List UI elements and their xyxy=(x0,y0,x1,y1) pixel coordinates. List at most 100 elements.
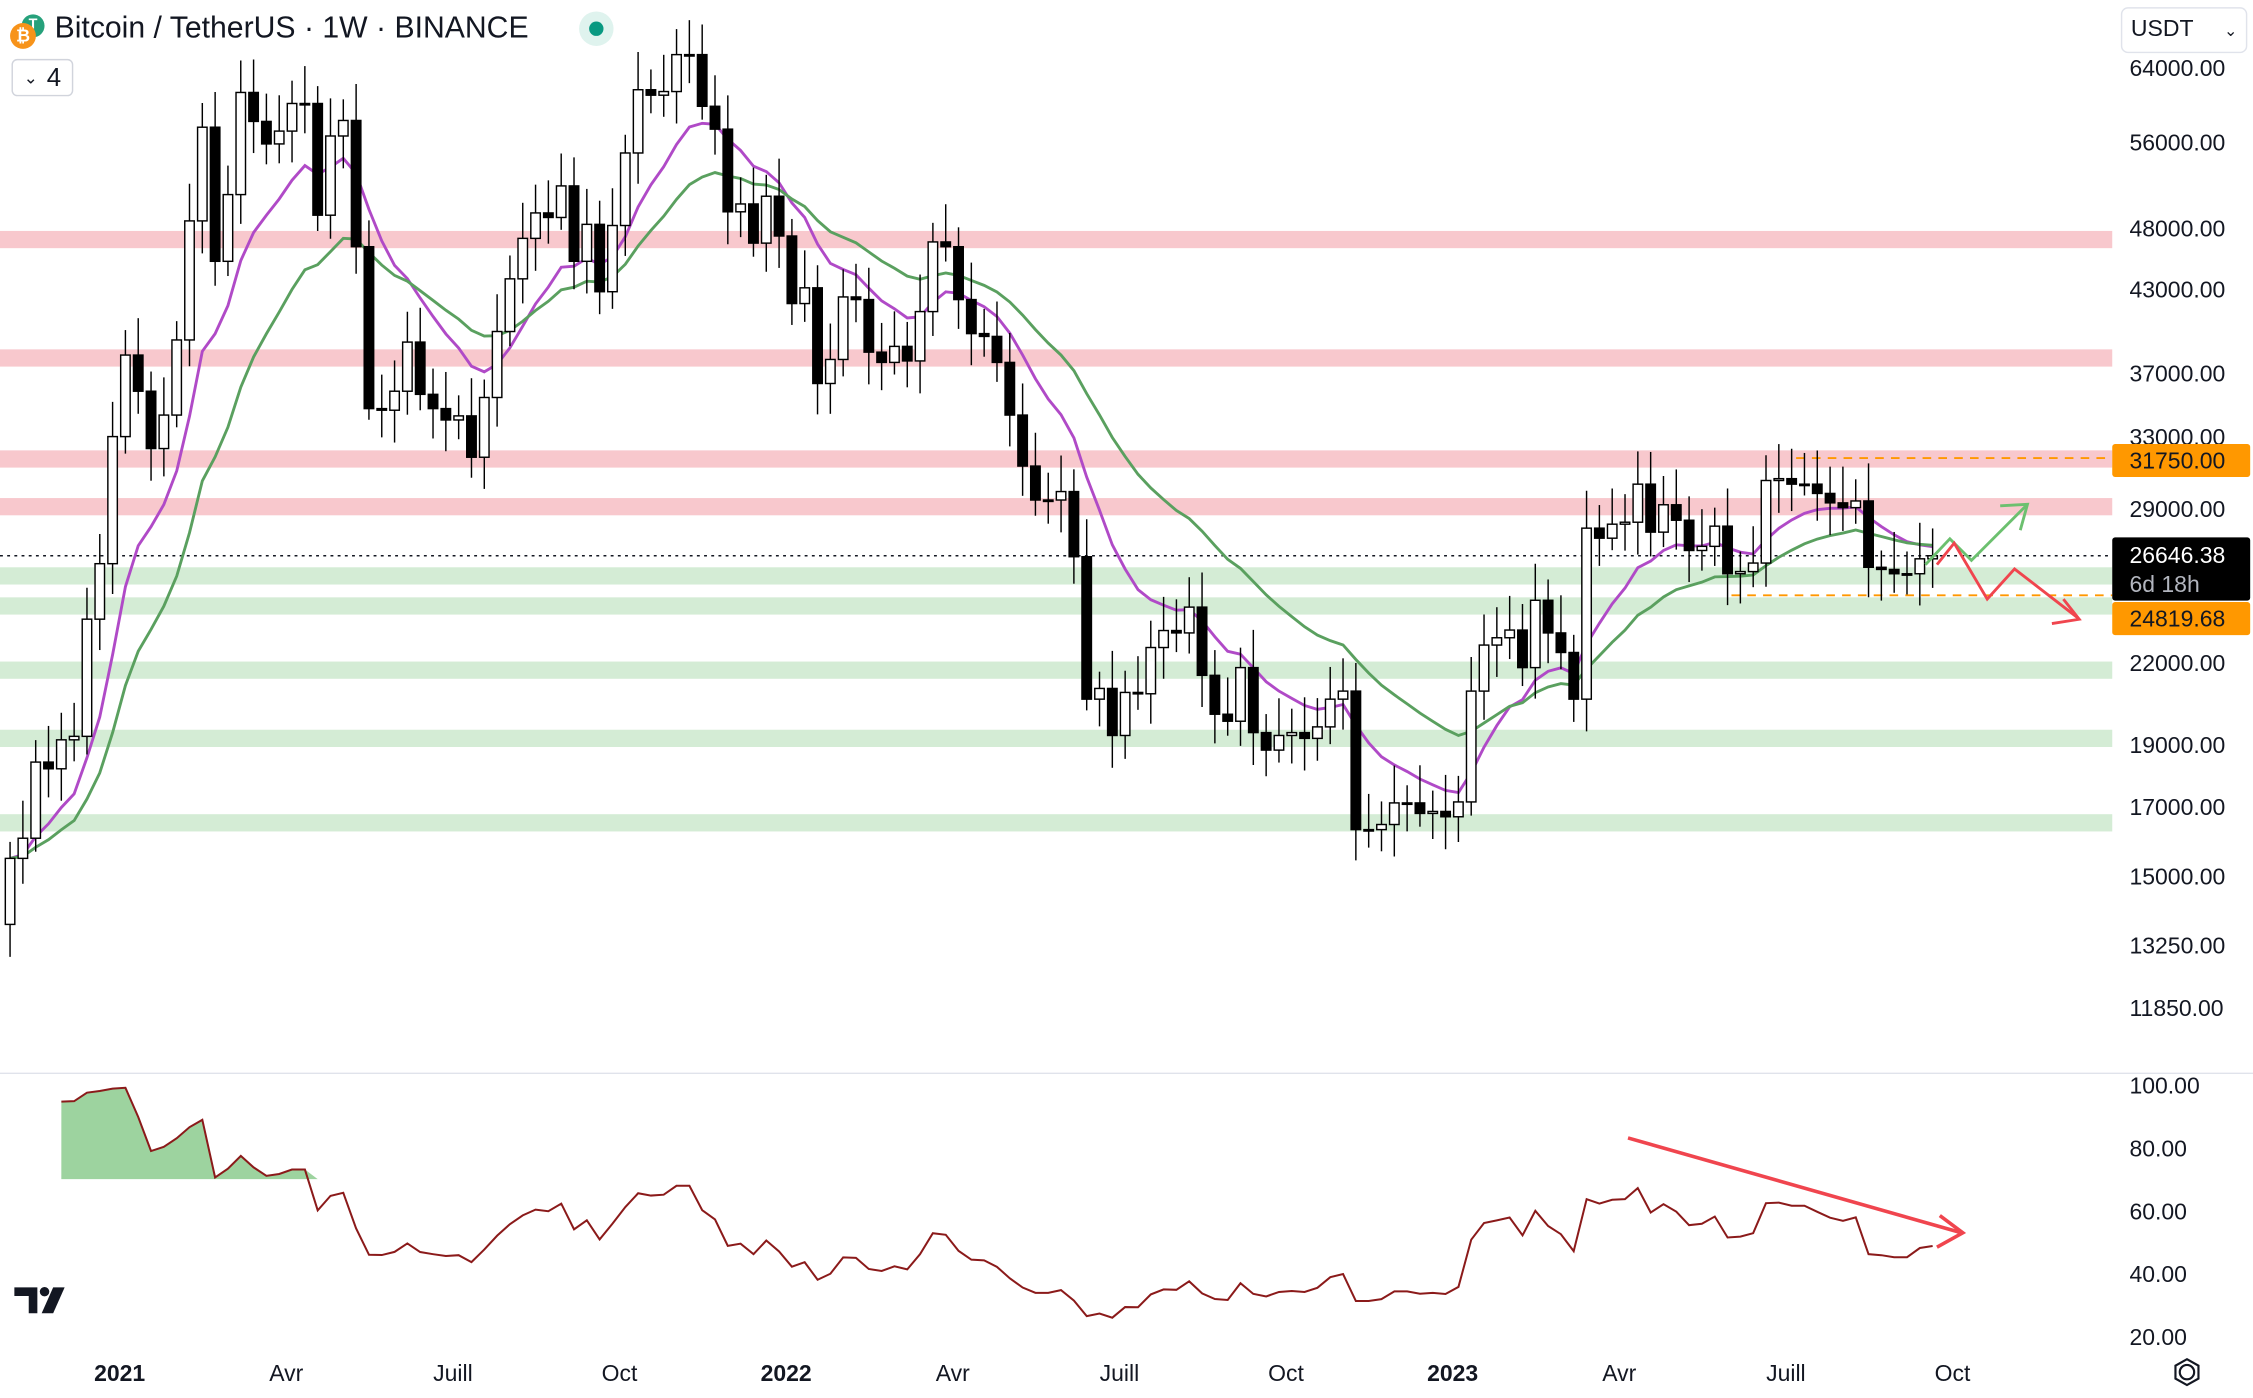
rsi-divergence-arrowhead xyxy=(1936,1214,1967,1249)
candle-body xyxy=(260,120,272,145)
currency-select[interactable]: USDT ⌄ xyxy=(2120,7,2248,54)
candle-body xyxy=(453,415,465,421)
price-tick-label: 15000.00 xyxy=(2129,864,2225,890)
candle xyxy=(1747,526,1759,588)
candle xyxy=(299,66,311,134)
candle-body xyxy=(1709,525,1721,548)
candle-body xyxy=(350,119,362,248)
candle xyxy=(453,395,465,440)
candle-body xyxy=(337,119,349,137)
candle xyxy=(1863,463,1875,598)
candle xyxy=(555,153,567,230)
candle xyxy=(542,180,554,244)
candle xyxy=(81,587,93,755)
candle-body xyxy=(414,341,426,396)
support-zone xyxy=(0,597,2113,615)
current-price-tag: 26646.38 6d 18h xyxy=(2112,537,2251,601)
candle-body xyxy=(478,396,490,458)
candle xyxy=(1042,472,1054,524)
candle xyxy=(1478,614,1490,720)
candle xyxy=(1529,563,1541,699)
candle-body xyxy=(1863,500,1875,569)
candle-body xyxy=(1683,519,1695,552)
lower-level-label: 24819.68 xyxy=(2129,605,2225,631)
time-tick-label: Avr xyxy=(936,1360,970,1386)
candle-body xyxy=(171,339,183,416)
candle xyxy=(1363,793,1375,848)
price-tick-label: 11850.00 xyxy=(2129,995,2223,1021)
candle-body xyxy=(901,345,913,362)
candle-body xyxy=(158,414,170,450)
time-tick-label: 2023 xyxy=(1427,1360,1478,1386)
candle xyxy=(1427,790,1439,840)
candle-body xyxy=(747,203,759,244)
candle xyxy=(978,308,990,357)
currency-label: USDT xyxy=(2130,17,2194,42)
candle-body xyxy=(1401,802,1413,806)
candle-body xyxy=(722,128,734,213)
candle-body xyxy=(581,223,593,263)
candle-body xyxy=(312,102,324,216)
candle-body xyxy=(119,354,131,438)
candle-body xyxy=(1029,465,1041,501)
candle-body xyxy=(619,152,631,227)
candle xyxy=(901,321,913,388)
candle-body xyxy=(1568,651,1580,700)
candle-body xyxy=(1722,525,1734,575)
candle xyxy=(1837,466,1849,531)
resistance-zone xyxy=(0,450,2113,468)
candle xyxy=(1824,466,1836,536)
candle xyxy=(401,311,413,415)
candle-body xyxy=(1222,713,1234,722)
candle-body xyxy=(1055,490,1067,501)
candle xyxy=(1414,765,1426,827)
resistance-zone xyxy=(0,230,2113,249)
symbol-title[interactable]: Bitcoin / TetherUS · 1W · BINANCE xyxy=(54,11,529,45)
candle-body xyxy=(1324,698,1336,728)
settings-gear-icon[interactable] xyxy=(2174,1357,2200,1387)
candle-body xyxy=(517,237,529,280)
candle xyxy=(786,218,798,325)
candle xyxy=(1247,629,1259,766)
candle xyxy=(1081,519,1093,711)
candle-body xyxy=(824,358,836,385)
candle-body xyxy=(1875,566,1887,571)
indicators-toggle-button[interactable]: ⌄ 4 xyxy=(11,58,74,97)
candle-body xyxy=(1824,492,1836,504)
candle-body xyxy=(1337,690,1349,700)
candle-body xyxy=(466,415,477,458)
candle-body xyxy=(1606,523,1618,539)
candle xyxy=(1465,656,1477,816)
candle xyxy=(466,378,477,478)
candle-body xyxy=(1619,521,1631,525)
candle xyxy=(260,93,272,165)
candle-body xyxy=(1491,637,1503,646)
candle xyxy=(683,20,695,84)
price-tick-label: 22000.00 xyxy=(2129,650,2225,676)
price-tick-label: 19000.00 xyxy=(2129,732,2225,758)
candle xyxy=(1440,774,1452,850)
candle-body xyxy=(671,53,683,93)
candle xyxy=(1888,531,1900,593)
candle-body xyxy=(530,212,542,240)
candle-body xyxy=(1581,527,1593,700)
candle-body xyxy=(107,435,119,565)
candle-body xyxy=(1286,731,1298,737)
candle xyxy=(760,174,772,272)
candle-body xyxy=(1593,527,1605,539)
candle xyxy=(248,59,260,154)
candle xyxy=(1106,650,1118,768)
candle xyxy=(1593,505,1605,566)
candle xyxy=(235,60,247,224)
tradingview-logo[interactable] xyxy=(14,1286,65,1314)
candle xyxy=(1632,451,1644,555)
candle-body xyxy=(222,193,234,263)
candle-body xyxy=(1209,674,1221,715)
candle xyxy=(1222,677,1234,736)
market-status-icon[interactable] xyxy=(579,11,614,46)
candle xyxy=(517,202,529,304)
candle-body xyxy=(273,130,285,145)
candle-body xyxy=(1247,666,1259,734)
